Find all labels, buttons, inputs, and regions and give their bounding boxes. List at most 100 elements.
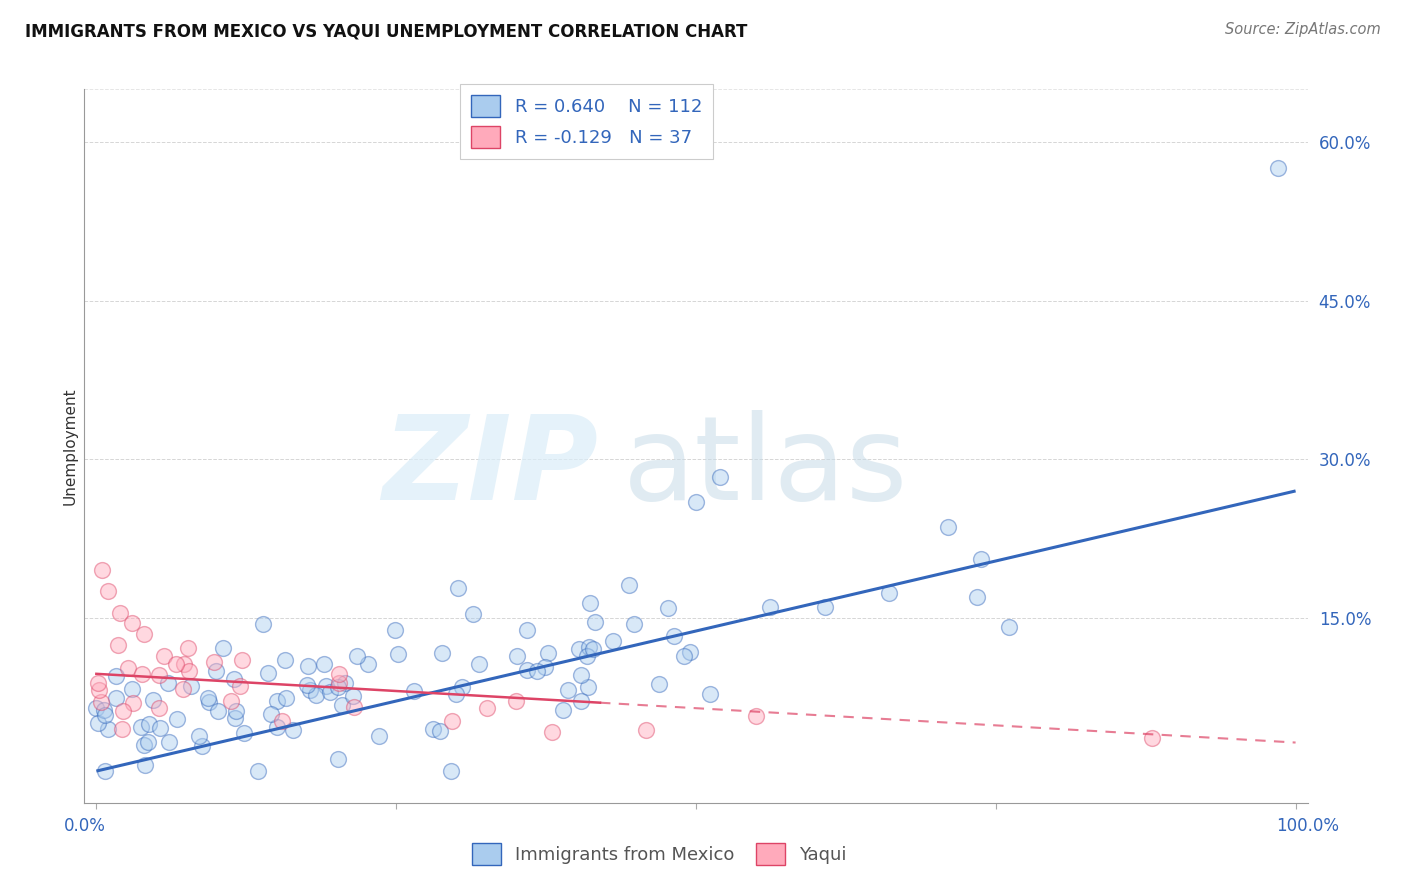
Point bbox=[252, 617, 274, 632]
Point bbox=[179, 664, 201, 678]
Point bbox=[966, 590, 988, 604]
Point bbox=[319, 685, 342, 699]
Point bbox=[177, 641, 200, 656]
Point bbox=[759, 599, 782, 614]
Point bbox=[107, 638, 129, 652]
Point bbox=[173, 657, 195, 672]
Point bbox=[219, 693, 242, 707]
Point bbox=[541, 725, 564, 739]
Point bbox=[569, 694, 592, 708]
Point bbox=[440, 764, 463, 778]
Point bbox=[582, 641, 605, 656]
Point bbox=[129, 720, 152, 734]
Point bbox=[202, 655, 225, 669]
Point bbox=[111, 704, 134, 718]
Point bbox=[224, 711, 246, 725]
Point bbox=[148, 700, 170, 714]
Point bbox=[229, 679, 252, 693]
Point bbox=[335, 676, 357, 690]
Point bbox=[1140, 731, 1163, 746]
Point bbox=[657, 600, 679, 615]
Point bbox=[346, 648, 368, 663]
Y-axis label: Unemployment: Unemployment bbox=[62, 387, 77, 505]
Point bbox=[575, 648, 598, 663]
Point bbox=[97, 584, 120, 599]
Point bbox=[384, 623, 406, 637]
Point bbox=[246, 764, 269, 778]
Point bbox=[1267, 161, 1289, 176]
Point bbox=[343, 699, 366, 714]
Point bbox=[266, 694, 288, 708]
Point bbox=[619, 578, 641, 592]
Point bbox=[87, 683, 110, 698]
Point bbox=[180, 680, 202, 694]
Point bbox=[623, 616, 645, 631]
Point bbox=[877, 585, 900, 599]
Point bbox=[578, 596, 600, 610]
Point bbox=[505, 694, 527, 708]
Text: 100.0%: 100.0% bbox=[1277, 816, 1339, 835]
Point bbox=[138, 717, 160, 731]
Point bbox=[569, 668, 592, 682]
Point bbox=[468, 657, 491, 672]
Point bbox=[136, 735, 159, 749]
Point bbox=[699, 687, 721, 701]
Point bbox=[134, 738, 156, 752]
Point bbox=[537, 646, 560, 660]
Point bbox=[121, 616, 143, 631]
Point bbox=[188, 729, 211, 743]
Point bbox=[814, 599, 837, 614]
Point bbox=[87, 716, 110, 731]
Point bbox=[257, 666, 280, 681]
Point bbox=[86, 701, 108, 715]
Point bbox=[131, 667, 153, 681]
Point bbox=[276, 690, 298, 705]
Point bbox=[93, 703, 115, 717]
Point bbox=[153, 648, 176, 663]
Point bbox=[451, 680, 474, 694]
Point bbox=[440, 714, 463, 728]
Point bbox=[117, 661, 139, 675]
Point bbox=[94, 764, 117, 778]
Point bbox=[557, 683, 579, 698]
Point bbox=[422, 722, 444, 736]
Point bbox=[328, 676, 350, 690]
Point bbox=[568, 642, 591, 657]
Point bbox=[583, 615, 606, 630]
Point bbox=[90, 695, 112, 709]
Point bbox=[576, 681, 599, 695]
Point bbox=[259, 707, 281, 722]
Point bbox=[745, 709, 768, 723]
Point bbox=[429, 723, 451, 738]
Point bbox=[298, 682, 321, 697]
Point bbox=[516, 623, 538, 637]
Text: ZIP: ZIP bbox=[382, 410, 598, 524]
Point bbox=[969, 552, 991, 566]
Point bbox=[270, 714, 292, 728]
Point bbox=[110, 722, 132, 736]
Point bbox=[533, 660, 555, 674]
Point bbox=[121, 696, 143, 710]
Point bbox=[672, 648, 695, 663]
Point bbox=[283, 723, 305, 738]
Point bbox=[91, 563, 114, 577]
Point bbox=[204, 665, 226, 679]
Point bbox=[997, 620, 1019, 634]
Point bbox=[166, 712, 188, 726]
Point bbox=[709, 470, 731, 484]
Point bbox=[463, 607, 485, 622]
Point bbox=[172, 682, 194, 697]
Point bbox=[198, 695, 221, 709]
Point bbox=[207, 704, 229, 718]
Text: atlas: atlas bbox=[623, 410, 908, 524]
Point bbox=[326, 752, 349, 766]
Point bbox=[295, 678, 318, 692]
Point bbox=[936, 520, 959, 534]
Point bbox=[328, 667, 350, 681]
Point bbox=[357, 657, 380, 671]
Point bbox=[404, 683, 426, 698]
Point bbox=[662, 629, 685, 643]
Point bbox=[224, 672, 246, 686]
Point bbox=[157, 735, 180, 749]
Point bbox=[142, 693, 165, 707]
